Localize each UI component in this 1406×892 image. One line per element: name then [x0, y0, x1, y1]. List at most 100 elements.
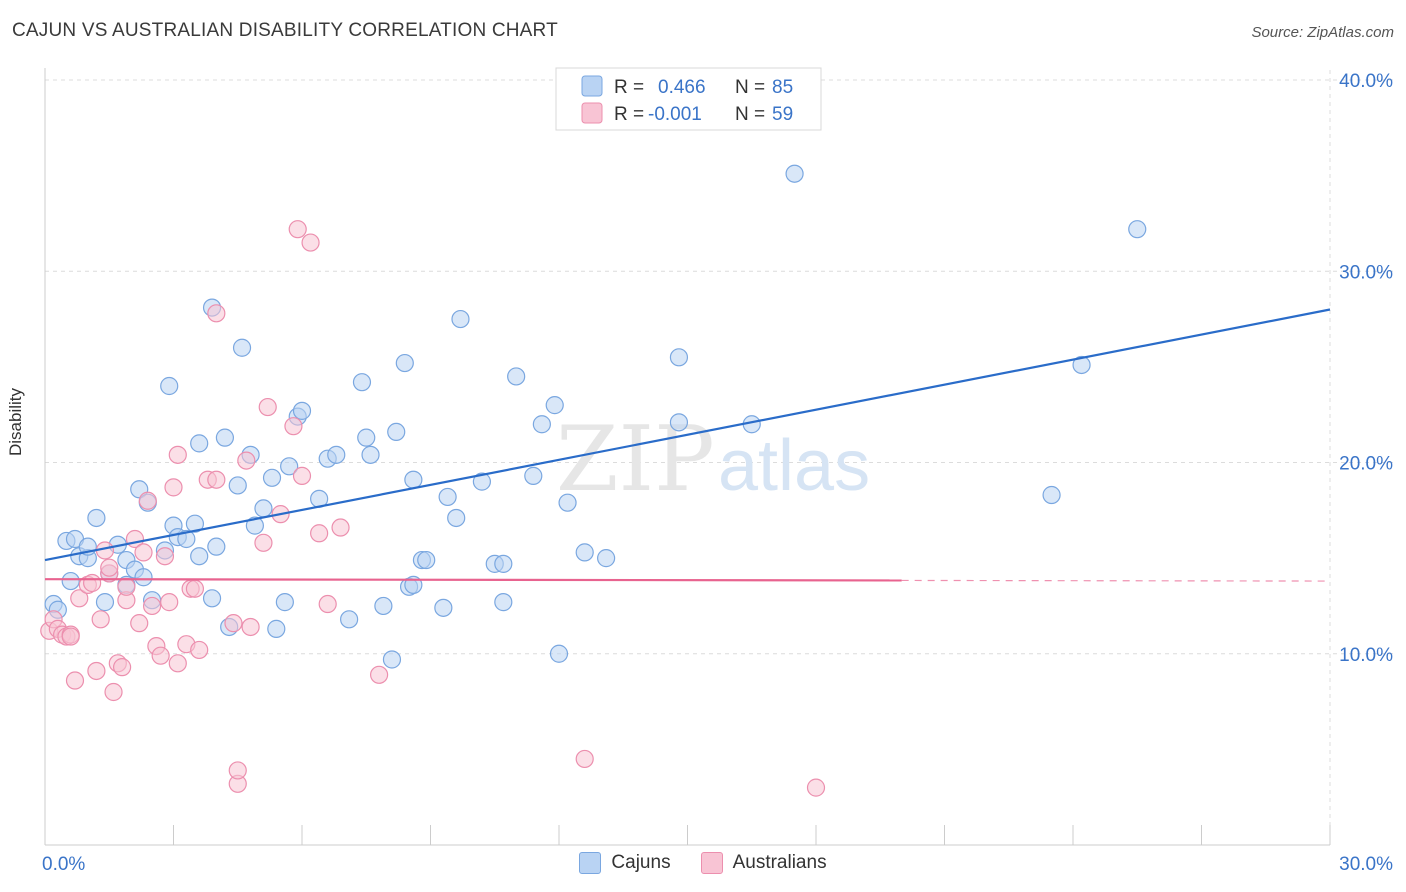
- trend-line-australians: [44, 578, 902, 582]
- cajun-point-73: [575, 543, 594, 562]
- cajun-point-76: [669, 413, 689, 432]
- australian-point-10: [83, 573, 102, 593]
- australian-point-55: [370, 665, 389, 684]
- legend-swatch-cajuns: [579, 852, 602, 874]
- source-credit: Source: ZipAtlas.com: [1251, 24, 1394, 41]
- australian-point-27: [151, 646, 170, 665]
- y-tick-label-3: 40.0%: [1339, 71, 1393, 92]
- australian-point-42: [228, 761, 247, 780]
- cajun-point-42: [292, 401, 312, 420]
- cajun-point-16: [134, 568, 153, 587]
- australian-point-35: [185, 579, 205, 598]
- cajun-point-80: [1072, 355, 1091, 375]
- y-tick-label-0: 10.0%: [1339, 645, 1393, 666]
- stats-r-value-0: 0.466: [658, 77, 706, 98]
- stats-n-label-1: N =: [735, 104, 765, 125]
- watermark-zip: ZIP: [556, 407, 715, 512]
- cajun-point-69: [532, 415, 551, 434]
- cajun-point-70: [545, 396, 564, 415]
- cajun-point-52: [387, 422, 406, 441]
- cajun-point-68: [524, 466, 543, 485]
- cajun-point-63: [472, 472, 491, 491]
- watermark: ZIP atlas: [556, 407, 870, 512]
- cajun-point-37: [262, 468, 282, 487]
- australian-point-44: [241, 617, 260, 637]
- australian-point-40: [224, 614, 243, 633]
- bottom-legend: Cajuns Australians: [0, 852, 1406, 874]
- australian-point-51: [301, 233, 320, 252]
- australian-point-8: [70, 589, 89, 608]
- cajun-point-75: [669, 348, 689, 367]
- cajun-point-33: [232, 338, 252, 357]
- australian-point-46: [258, 397, 277, 417]
- cajun-point-9: [95, 593, 115, 612]
- australian-point-23: [134, 543, 153, 562]
- australian-point-30: [164, 478, 183, 497]
- stats-n-value-0: 85: [772, 77, 793, 98]
- australian-point-49: [288, 220, 307, 239]
- stats-n-label-0: N =: [735, 77, 765, 98]
- australian-point-43: [237, 451, 256, 470]
- australian-point-6: [61, 627, 80, 646]
- cajun-point-35: [245, 516, 264, 535]
- australian-point-57: [806, 778, 826, 797]
- australian-point-38: [207, 470, 226, 489]
- cajun-point-71: [549, 644, 569, 663]
- cajun-point-49: [361, 445, 380, 464]
- australian-point-16: [104, 682, 123, 702]
- legend-label-cajuns: Cajuns: [611, 852, 671, 873]
- australian-point-54: [331, 518, 350, 537]
- stats-legend: R = 0.466 N = 85 R = -0.001 N = 59: [555, 67, 822, 131]
- cajun-point-25: [190, 547, 209, 566]
- cajun-point-29: [207, 537, 226, 556]
- australian-point-11: [87, 661, 106, 681]
- cajun-point-38: [267, 619, 286, 638]
- stats-swatch-australians: [581, 102, 603, 124]
- cajun-point-50: [374, 596, 393, 616]
- cajun-point-3: [61, 571, 80, 591]
- australian-point-18: [112, 658, 132, 677]
- australian-point-15: [100, 558, 119, 577]
- cajun-point-59: [434, 598, 453, 617]
- cajun-point-62: [451, 309, 470, 329]
- cajun-point-65: [494, 554, 513, 573]
- stats-n-value-1: 59: [772, 104, 793, 125]
- legend-item-australians[interactable]: Australians: [700, 852, 827, 874]
- series-australians-points: [40, 220, 826, 797]
- cajun-point-47: [352, 373, 372, 392]
- australian-point-28: [155, 547, 175, 566]
- australian-point-56: [575, 749, 594, 769]
- cajun-point-45: [327, 445, 346, 464]
- australian-point-36: [190, 640, 209, 660]
- cajun-point-20: [160, 376, 179, 396]
- cajun-point-24: [185, 514, 205, 533]
- series-cajuns-points: [44, 164, 1147, 669]
- cajun-point-46: [340, 610, 359, 629]
- cajun-point-67: [507, 367, 526, 386]
- australian-point-20: [117, 577, 136, 596]
- cajun-point-53: [395, 353, 414, 373]
- cajun-point-81: [1128, 220, 1147, 239]
- legend-item-cajuns[interactable]: Cajuns: [579, 852, 671, 874]
- cajun-point-26: [190, 434, 209, 453]
- australian-point-29: [160, 593, 179, 612]
- cajun-point-39: [275, 593, 294, 612]
- australian-point-12: [91, 610, 110, 629]
- cajun-point-58: [417, 550, 436, 570]
- stats-swatch-cajuns: [581, 75, 603, 97]
- legend-label-australians: Australians: [732, 852, 827, 873]
- cajun-point-74: [597, 549, 616, 568]
- x-tick-label-1: 30.0%: [1339, 854, 1393, 875]
- cajun-point-30: [215, 428, 234, 447]
- cajun-point-66: [494, 593, 513, 612]
- australian-point-52: [310, 524, 329, 543]
- australian-point-31: [168, 654, 187, 673]
- cajun-point-78: [785, 164, 804, 183]
- australian-point-53: [318, 594, 337, 614]
- australian-point-45: [254, 533, 273, 552]
- cajun-point-40: [280, 457, 299, 476]
- y-tick-label-1: 20.0%: [1339, 454, 1393, 475]
- trend-line-cajuns: [44, 308, 1331, 562]
- cajun-point-27: [202, 589, 222, 608]
- cajun-point-61: [447, 508, 466, 528]
